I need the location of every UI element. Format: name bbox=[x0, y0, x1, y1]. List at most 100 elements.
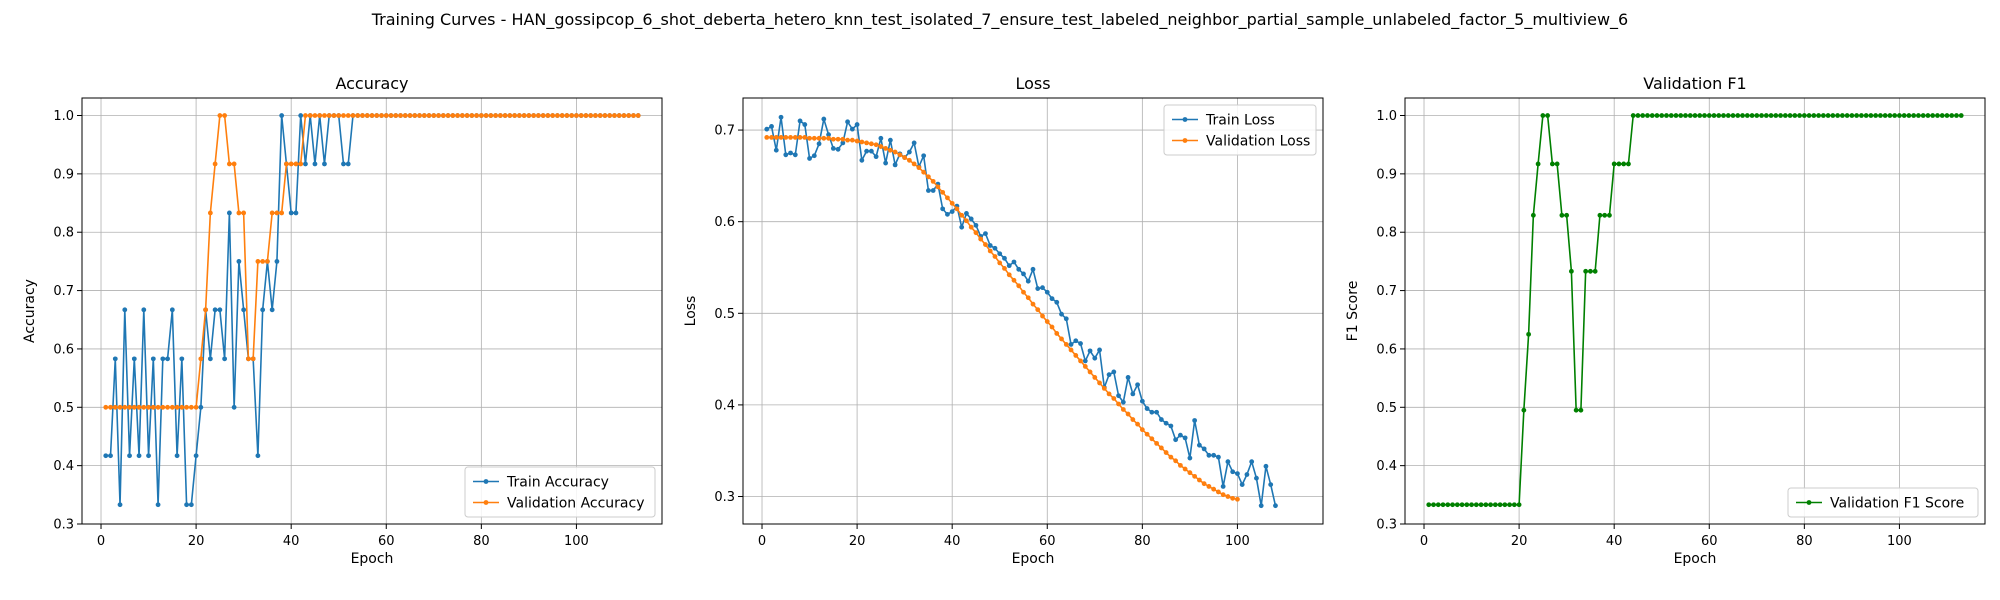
chart-1-validation-loss-point-83 bbox=[1158, 445, 1164, 451]
chart-0-validation-accuracy-point-95 bbox=[555, 113, 560, 118]
chart-1-x-tick-label-4: 80 bbox=[1134, 534, 1151, 549]
chart-2-validation-f1-score-point-71 bbox=[1763, 113, 1769, 118]
chart-2-validation-f1-score-point-31 bbox=[1573, 407, 1579, 413]
chart-1-train-loss-point-75 bbox=[1120, 399, 1126, 405]
chart-0-train-accuracy-point-42 bbox=[303, 161, 308, 167]
chart-1-train-loss-point-6 bbox=[792, 152, 798, 158]
chart-0-validation-accuracy-point-14 bbox=[169, 404, 175, 410]
chart-1-validation-loss-point-72 bbox=[1106, 391, 1112, 397]
chart-1-validation-loss-point-65 bbox=[1073, 353, 1079, 358]
chart-1-validation-loss-point-66 bbox=[1078, 358, 1083, 364]
chart-2-y-tick-label-1: 0.4 bbox=[1376, 459, 1397, 474]
chart-1-validation-loss-point-45 bbox=[978, 236, 984, 242]
chart-2-validation-f1-score-point-12 bbox=[1483, 502, 1489, 508]
chart-1-train-loss-point-5 bbox=[788, 150, 793, 156]
chart-2-validation-f1-score-point-51 bbox=[1668, 113, 1674, 118]
chart-1-validation-loss-point-54 bbox=[1021, 289, 1026, 295]
chart-1-train-loss-point-0 bbox=[764, 126, 770, 132]
chart-0-validation-accuracy-point-47 bbox=[326, 113, 332, 118]
chart-2-validation-f1-score-point-98 bbox=[1892, 113, 1898, 118]
chart-2-validation-f1-score-point-108 bbox=[1939, 113, 1945, 118]
chart-2-validation-f1-score-point-93 bbox=[1868, 113, 1874, 118]
chart-1-validation-loss-point-49 bbox=[997, 260, 1003, 266]
chart-1-validation-loss-point-25 bbox=[883, 145, 889, 151]
chart-0-y-tick-label-3: 0.6 bbox=[53, 342, 74, 357]
chart-0-validation-accuracy-point-22 bbox=[207, 210, 213, 216]
chart-1-validation-loss-point-92 bbox=[1201, 481, 1207, 487]
chart-0-validation-accuracy-point-82 bbox=[493, 113, 499, 118]
chart-1-train-loss-point-31 bbox=[911, 140, 917, 146]
chart-1-train-loss-point-107 bbox=[1273, 503, 1278, 509]
chart-1-validation-loss-point-13 bbox=[826, 135, 831, 141]
chart-0-validation-accuracy-point-10 bbox=[150, 404, 156, 410]
chart-2-validation-f1-score-point-30 bbox=[1568, 268, 1574, 274]
chart-1-validation-loss-point-21 bbox=[864, 140, 870, 146]
chart-1-train-loss-point-41 bbox=[959, 224, 965, 230]
chart-0-validation-accuracy-point-32 bbox=[255, 259, 261, 264]
chart-2-validation-f1-score-point-104 bbox=[1920, 113, 1926, 118]
chart-0-train-accuracy-point-2 bbox=[112, 356, 118, 362]
chart-1-train-loss-point-65 bbox=[1073, 338, 1079, 344]
chart-1-validation-loss-point-8 bbox=[802, 134, 808, 140]
chart-0-validation-accuracy-point-110 bbox=[626, 113, 632, 118]
chart-2-validation-f1-score-point-60 bbox=[1711, 113, 1717, 118]
chart-2-validation-f1-score-point-111 bbox=[1954, 113, 1959, 118]
chart-1-validation-loss-point-33 bbox=[921, 169, 927, 175]
chart-0-validation-accuracy-point-33 bbox=[260, 259, 266, 264]
chart-1-train-loss-point-66 bbox=[1078, 341, 1083, 346]
chart-0-validation-accuracy-point-76 bbox=[464, 113, 470, 118]
chart-1-train-loss-point-26 bbox=[887, 137, 893, 143]
chart-2-validation-f1-score-point-76 bbox=[1787, 113, 1793, 118]
chart-0-validation-accuracy-point-42 bbox=[303, 113, 308, 118]
chart-1-train-loss-point-37 bbox=[940, 206, 946, 212]
chart-0-validation-accuracy-point-94 bbox=[550, 113, 556, 118]
chart-1-train-loss-point-21 bbox=[864, 148, 870, 154]
chart-0-train-accuracy-point-29 bbox=[241, 307, 247, 313]
chart-2-validation-f1-score-point-44 bbox=[1635, 113, 1641, 118]
chart-1-validation-loss-point-56 bbox=[1030, 301, 1036, 307]
chart-1-validation-loss-point-86 bbox=[1173, 458, 1179, 464]
chart-1-legend-marker-train-loss bbox=[1182, 117, 1188, 122]
chart-2-validation-f1-score-point-49 bbox=[1659, 113, 1665, 118]
chart-0-train-accuracy-point-3 bbox=[117, 502, 123, 508]
chart-1-train-loss-point-30 bbox=[906, 149, 912, 155]
chart-1-validation-loss-point-97 bbox=[1225, 494, 1231, 499]
chart-0-validation-accuracy-point-92 bbox=[540, 113, 546, 118]
chart-2-validation-f1-score-point-16 bbox=[1502, 502, 1508, 508]
chart-0-validation-accuracy-point-41 bbox=[298, 161, 304, 167]
chart-1-train-loss-point-34 bbox=[926, 188, 931, 193]
chart-2-validation-f1-score-point-7 bbox=[1459, 502, 1465, 508]
chart-1-train-loss-point-35 bbox=[930, 188, 936, 193]
chart-0-train-accuracy-point-36 bbox=[274, 259, 280, 264]
chart-2-validation-f1-score-point-40 bbox=[1616, 161, 1622, 167]
chart-0-validation-accuracy-point-81 bbox=[488, 113, 494, 118]
chart-0-legend-marker-train-accuracy bbox=[483, 479, 489, 484]
chart-0-axes-frame bbox=[81, 97, 663, 525]
chart-2-validation-f1-score-point-90 bbox=[1854, 113, 1860, 118]
chart-2-validation-f1-score-point-100 bbox=[1901, 113, 1907, 118]
chart-0-validation-accuracy-point-34 bbox=[265, 259, 270, 264]
chart-0-validation-accuracy-point-16 bbox=[179, 404, 185, 410]
chart-2-validation-f1-score-point-20 bbox=[1521, 407, 1527, 413]
chart-0-validation-accuracy-point-100 bbox=[578, 113, 584, 118]
chart-2-validation-f1-score-point-89 bbox=[1849, 113, 1855, 118]
chart-2-x-axis-label: Epoch bbox=[1674, 551, 1717, 567]
chart-1-validation-loss-point-47 bbox=[987, 248, 993, 254]
chart-0-train-accuracy-point-19 bbox=[193, 453, 199, 459]
chart-0-train-accuracy-point-22 bbox=[207, 356, 213, 362]
chart-0-y-tick-label-0: 0.3 bbox=[53, 518, 74, 533]
chart-0-train-accuracy-point-40 bbox=[293, 210, 299, 216]
chart-0-validation-accuracy-point-21 bbox=[203, 307, 209, 313]
chart-1-train-loss-point-97 bbox=[1225, 459, 1231, 465]
chart-1-validation-loss-point-37 bbox=[940, 189, 946, 195]
chart-0-train-accuracy-point-20 bbox=[198, 404, 204, 410]
chart-1-validation-loss-point-4 bbox=[783, 134, 789, 140]
chart-1-legend-label-validation-loss: Validation Loss bbox=[1206, 134, 1310, 150]
chart-1-train-loss-point-88 bbox=[1182, 435, 1188, 441]
chart-1-train-loss-point-11 bbox=[816, 141, 822, 147]
chart-2-validation-f1-score-point-95 bbox=[1878, 113, 1883, 118]
chart-1-validation-loss-point-43 bbox=[968, 224, 974, 230]
chart-1-title: Loss bbox=[1015, 74, 1050, 93]
chart-2-validation-f1-score-point-112 bbox=[1958, 113, 1964, 118]
chart-2-validation-f1-score-point-83 bbox=[1820, 113, 1826, 118]
